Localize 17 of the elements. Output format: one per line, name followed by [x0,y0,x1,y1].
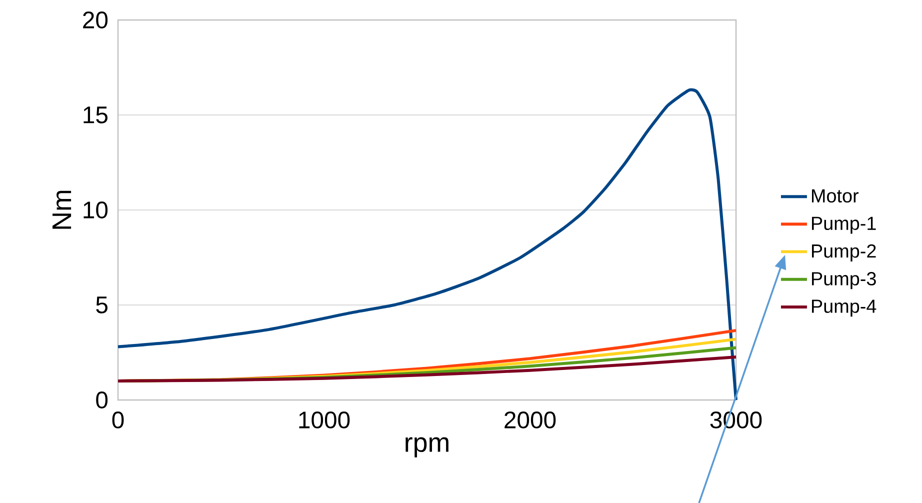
legend-label: Pump-3 [812,272,876,290]
y-tick-label: 0 [96,392,108,408]
x-tick-label: 1000 [299,412,350,428]
x-axis-title: rpm [406,437,448,458]
legend-label: Pump-1 [812,216,876,234]
legend-label: Pump-4 [812,300,876,317]
y-tick-label: 15 [84,106,108,124]
x-tick-label: 2000 [504,412,556,428]
y-tick-label: 10 [84,202,108,218]
legend-label: Motor [812,189,859,203]
line-series [116,88,738,402]
y-tick-label: 5 [96,296,108,314]
x-tick-label: 0 [112,412,124,428]
y-tick-label: 20 [83,12,108,28]
y-axis-title: Nm [52,190,72,229]
legend-label: Pump-2 [812,244,876,262]
line-series [116,356,738,382]
